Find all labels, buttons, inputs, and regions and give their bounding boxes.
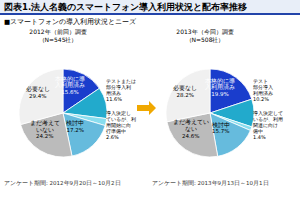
svg-text:検討中15.7%: 検討中15.7% bbox=[212, 122, 230, 135]
svg-text:導入決定しているが、利用関連に向け備中1.4%: 導入決定しているが、利用関連に向け備中1.4% bbox=[253, 110, 283, 140]
svg-text:テストまたは部分導入利用済み11.6%: テストまたは部分導入利用済み11.6% bbox=[106, 78, 136, 102]
svg-text:必要なし29.4%: 必要なし29.4% bbox=[26, 85, 50, 99]
html-text:2013年（今回）調査 （N=508社）: 2013年（今回）調査 （N=508社） bbox=[176, 28, 234, 43]
html-text:アンケート期間: 2013年9月13日～10月1日: アンケート期間: 2013年9月13日～10月1日 bbox=[152, 180, 269, 186]
svg-text:まだ考えていない24.2%: まだ考えていない24.2% bbox=[30, 120, 60, 139]
html-text:図表1.法人名義のスマートフォン導入利用状況と配布率推移: 図表1.法人名義のスマートフォン導入利用状況と配布率推移 bbox=[4, 2, 248, 12]
svg-text:導入決定しているが、利用開始に向行準備中2.6%: 導入決定しているが、利用開始に向行準備中2.6% bbox=[106, 110, 136, 140]
svg-text:本格的に導入利用済み19.9%: 本格的に導入利用済み19.9% bbox=[205, 77, 235, 97]
svg-text:必要なし28.2%: 必要なし28.2% bbox=[173, 84, 197, 98]
html-text:2012年（前回）調査 （N=545社）: 2012年（前回）調査 （N=545社） bbox=[29, 28, 87, 43]
svg-text:まだ考えていない24.6%: まだ考えていない24.6% bbox=[173, 119, 209, 138]
html-text:アンケート期間: 2012年9月20日～10月2日: アンケート期間: 2012年9月20日～10月2日 bbox=[4, 180, 121, 186]
svg-text:本格的に導入利用済み15.6%: 本格的に導入利用済み15.6% bbox=[55, 75, 85, 95]
svg-text:テスト部分導入利用済み10.2%: テスト部分導入利用済み10.2% bbox=[253, 78, 273, 102]
html-text:■スマートフォンの導入利用状況とニーズ: ■スマートフォンの導入利用状況とニーズ bbox=[4, 18, 137, 26]
svg-text:検討中17.2%: 検討中17.2% bbox=[66, 120, 84, 133]
